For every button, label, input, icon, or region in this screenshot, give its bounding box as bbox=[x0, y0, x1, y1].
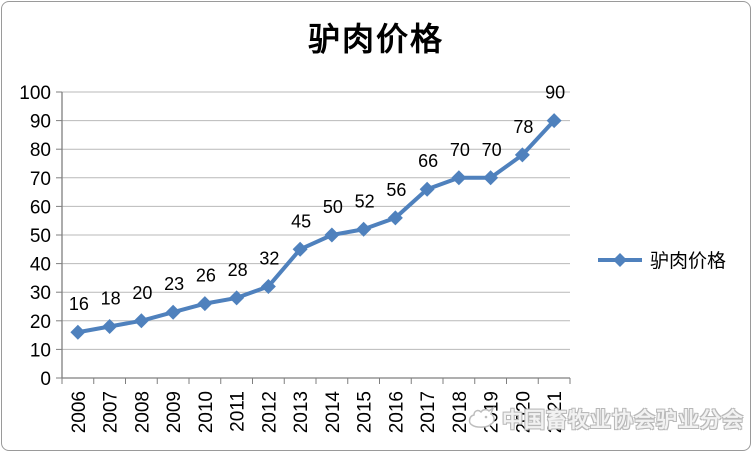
x-axis-label: 2018 bbox=[450, 391, 471, 433]
y-axis-label: 80 bbox=[30, 140, 51, 161]
data-label: 28 bbox=[228, 260, 248, 280]
x-axis-label: 2006 bbox=[69, 391, 90, 433]
y-axis-label: 10 bbox=[30, 340, 51, 361]
x-axis-label: 2020 bbox=[513, 391, 534, 433]
data-point-marker bbox=[514, 147, 530, 163]
y-axis-label: 20 bbox=[30, 312, 51, 333]
data-label: 50 bbox=[323, 197, 343, 217]
data-point-marker bbox=[70, 324, 86, 340]
data-label: 32 bbox=[259, 248, 279, 268]
y-axis-label: 70 bbox=[30, 169, 51, 190]
chart-title: 驴肉价格 bbox=[307, 21, 444, 57]
y-axis-label: 40 bbox=[30, 255, 51, 276]
x-axis-label: 2013 bbox=[291, 391, 312, 433]
data-label: 20 bbox=[132, 283, 152, 303]
legend[interactable]: 驴肉价格 bbox=[597, 246, 726, 273]
legend-series-label: 驴肉价格 bbox=[650, 251, 727, 272]
data-label: 90 bbox=[545, 83, 565, 103]
data-point-marker bbox=[387, 210, 403, 226]
data-point-marker bbox=[483, 170, 499, 186]
data-point-marker bbox=[356, 221, 372, 237]
data-point-marker bbox=[419, 181, 435, 197]
data-point-marker bbox=[546, 113, 562, 129]
data-point-marker bbox=[324, 227, 340, 243]
x-axis-label: 2011 bbox=[228, 391, 249, 432]
y-axis-label: 0 bbox=[40, 369, 51, 390]
data-point-marker bbox=[102, 319, 118, 335]
data-label: 70 bbox=[482, 140, 502, 160]
data-point-marker bbox=[133, 313, 149, 329]
x-axis-label: 2008 bbox=[132, 391, 153, 433]
data-label: 18 bbox=[101, 289, 121, 309]
y-axis-label: 100 bbox=[19, 83, 51, 104]
data-label: 56 bbox=[386, 180, 406, 200]
x-axis-label: 2015 bbox=[355, 391, 376, 433]
data-label: 78 bbox=[513, 117, 533, 137]
y-axis-label: 30 bbox=[30, 283, 51, 304]
x-axis-label: 2007 bbox=[101, 391, 122, 433]
x-axis-label: 2021 bbox=[545, 391, 566, 433]
x-axis-label: 2009 bbox=[164, 391, 185, 433]
x-axis-label: 2012 bbox=[259, 391, 280, 433]
data-label: 16 bbox=[69, 294, 89, 314]
data-point-marker bbox=[229, 290, 245, 306]
x-axis-label: 2017 bbox=[418, 391, 439, 433]
x-axis-label: 2014 bbox=[323, 391, 344, 434]
data-point-marker bbox=[451, 170, 467, 186]
data-label: 66 bbox=[418, 151, 438, 171]
data-label: 52 bbox=[355, 191, 375, 211]
y-axis-label: 90 bbox=[30, 112, 51, 133]
data-label: 70 bbox=[450, 140, 470, 160]
x-axis-label: 2010 bbox=[196, 391, 217, 433]
data-point-marker bbox=[260, 278, 276, 294]
x-axis-label: 2019 bbox=[482, 391, 503, 433]
y-axis-label: 60 bbox=[30, 197, 51, 218]
x-axis-label: 2016 bbox=[386, 391, 407, 433]
data-point-marker bbox=[197, 296, 213, 312]
data-label: 45 bbox=[291, 211, 311, 231]
legend-line-marker-icon bbox=[598, 252, 642, 267]
data-point-marker bbox=[165, 304, 181, 320]
data-label: 23 bbox=[164, 274, 184, 294]
series-line bbox=[75, 118, 557, 335]
data-point-marker bbox=[292, 241, 308, 257]
y-axis-label: 50 bbox=[30, 226, 51, 247]
data-label: 26 bbox=[196, 266, 216, 286]
